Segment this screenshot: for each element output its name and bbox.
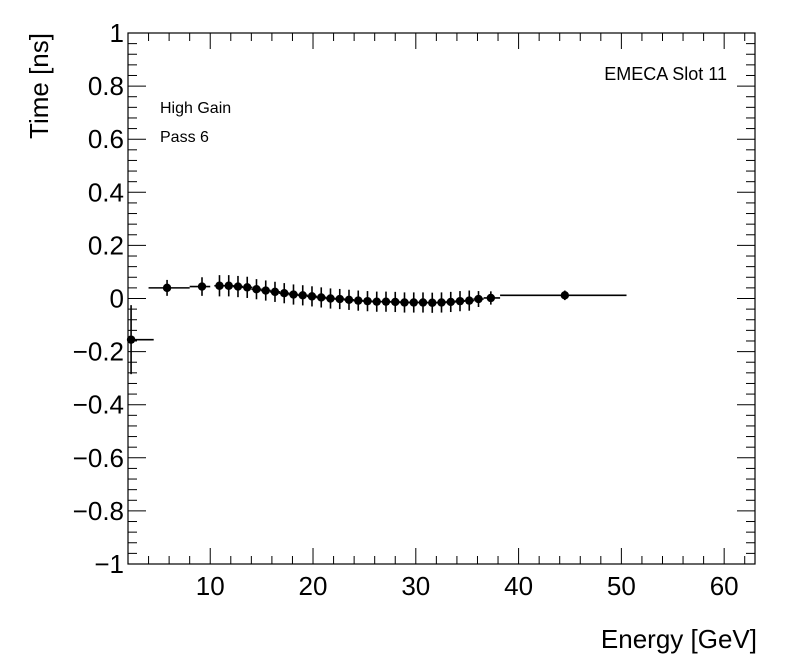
data-point <box>343 289 355 310</box>
point-marker <box>400 298 409 307</box>
data-point <box>251 279 262 300</box>
point-marker <box>486 293 496 303</box>
point-marker <box>307 292 317 301</box>
point-marker <box>560 291 570 300</box>
point-marker <box>233 282 243 291</box>
y-tick-label: 0.6 <box>88 124 124 154</box>
data-point <box>353 290 364 311</box>
data-point <box>464 290 475 311</box>
data-point <box>325 288 336 309</box>
data-point <box>214 275 225 297</box>
x-tick-label: 10 <box>196 571 225 601</box>
y-tick-label: 0.8 <box>88 71 124 101</box>
point-marker <box>252 285 261 294</box>
x-tick-label: 40 <box>504 571 533 601</box>
annotation-pass: Pass 6 <box>160 129 209 146</box>
axis-ticks <box>127 32 755 565</box>
point-marker <box>326 294 335 303</box>
point-marker <box>437 298 446 307</box>
data-point <box>297 285 308 306</box>
data-point <box>223 275 234 297</box>
data-point <box>408 292 419 313</box>
point-marker <box>474 294 483 304</box>
data-point <box>417 292 429 313</box>
point-marker <box>126 335 136 344</box>
data-point <box>371 291 382 312</box>
data-point <box>260 280 271 301</box>
x-tick-label: 50 <box>607 571 636 601</box>
data-point <box>427 292 438 313</box>
point-marker <box>261 286 270 295</box>
point-marker <box>428 298 437 307</box>
point-marker <box>418 298 428 307</box>
annotation-high-gain: High Gain <box>160 100 231 117</box>
data-point <box>362 291 373 312</box>
data-points <box>126 275 627 375</box>
point-marker <box>363 296 372 306</box>
point-marker <box>381 297 391 306</box>
data-point <box>126 305 154 375</box>
point-marker <box>243 283 252 292</box>
data-point <box>445 291 456 313</box>
data-point <box>483 291 501 305</box>
data-point <box>436 292 447 313</box>
point-marker <box>280 288 289 298</box>
data-point <box>148 279 190 296</box>
y-tick-label: −0.8 <box>73 496 124 526</box>
data-point <box>269 281 281 302</box>
y-tick-label: 0.2 <box>88 230 124 260</box>
data-point <box>380 291 392 312</box>
point-marker <box>455 296 465 306</box>
point-marker <box>391 297 400 307</box>
y-tick-label: 1 <box>110 18 124 48</box>
point-marker <box>224 281 233 290</box>
data-point <box>454 291 466 312</box>
data-point <box>288 284 299 305</box>
data-point <box>390 291 401 313</box>
data-point <box>316 287 327 308</box>
annotation-emeca-slot: EMECA Slot 11 <box>604 64 727 84</box>
point-marker <box>162 283 172 293</box>
data-point <box>473 291 484 307</box>
data-point <box>399 292 410 313</box>
data-point <box>189 277 211 296</box>
data-point <box>232 275 244 298</box>
data-point <box>500 290 627 301</box>
y-tick-label: −0.6 <box>73 443 124 473</box>
y-tick-label: −0.4 <box>73 390 124 420</box>
x-tick-label: 30 <box>401 571 430 601</box>
point-marker <box>465 296 474 305</box>
data-point <box>334 288 345 310</box>
y-axis-label: Time [ns] <box>24 33 54 139</box>
point-marker <box>354 296 363 305</box>
axis-tick-labels: 10 20 30 40 50 60 −1 −0.8 −0.6 −0.4 −0.2 0 0.2 0.4 0.6… <box>73 18 739 601</box>
x-tick-label: 20 <box>299 571 328 601</box>
point-marker <box>289 290 298 299</box>
point-marker <box>409 298 418 307</box>
point-marker <box>446 297 455 307</box>
data-point <box>279 283 290 304</box>
point-marker <box>215 281 224 290</box>
point-marker <box>372 297 381 306</box>
y-tick-label: 0.4 <box>88 177 124 207</box>
y-tick-label: 0 <box>110 284 124 314</box>
data-point <box>306 286 318 307</box>
point-marker <box>270 287 280 297</box>
x-axis-label: Energy [GeV] <box>601 624 757 654</box>
y-tick-label: −1 <box>94 549 124 579</box>
point-marker <box>335 294 344 304</box>
y-tick-label: −0.2 <box>73 337 124 367</box>
point-marker <box>298 291 307 300</box>
point-marker <box>344 295 354 305</box>
x-tick-label: 60 <box>710 571 739 601</box>
data-point <box>242 276 253 298</box>
point-marker <box>197 282 207 291</box>
point-marker <box>317 293 326 302</box>
